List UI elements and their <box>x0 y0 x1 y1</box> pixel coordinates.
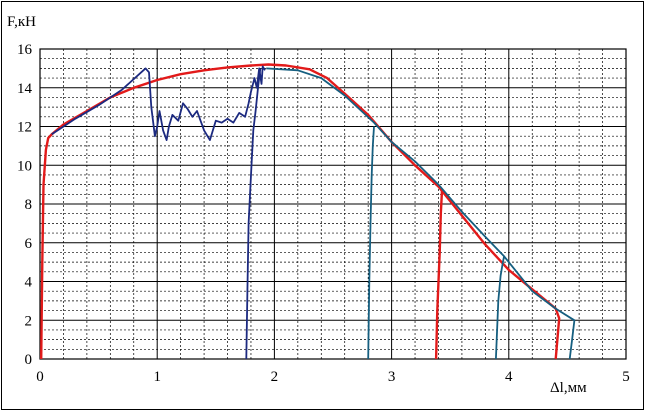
x-tick-labels: 0 1 2 3 4 5 <box>36 369 630 385</box>
series-line-red-1 <box>434 190 444 360</box>
x-tick-label: 5 <box>622 369 630 385</box>
x-tick-label: 3 <box>388 369 396 385</box>
y-tick-label: 8 <box>25 197 33 213</box>
series-group <box>40 63 576 360</box>
y-tick-labels: 0 2 4 6 8 10 12 14 16 <box>17 42 33 368</box>
x-axis-label-unit: ,мм <box>564 380 587 396</box>
y-tick-label: 2 <box>25 313 33 329</box>
x-axis-label: Δl,мм <box>550 380 587 396</box>
y-tick-label: 6 <box>25 236 33 252</box>
y-tick-label: 0 <box>25 352 33 368</box>
series-line-navy-3 <box>245 68 262 360</box>
x-tick-label: 0 <box>36 369 44 385</box>
series-line-navy-2 <box>51 65 266 142</box>
y-tick-label: 4 <box>25 275 33 291</box>
y-tick-label: 16 <box>17 42 33 58</box>
x-tick-label: 4 <box>505 369 513 385</box>
y-axis-label: F,кН <box>7 14 36 30</box>
plot-area-border <box>39 48 627 360</box>
series-line-teal-5 <box>367 126 375 360</box>
y-tick-label: 10 <box>17 158 32 174</box>
x-tick-label: 2 <box>271 369 279 385</box>
x-tick-label: 1 <box>153 369 161 385</box>
series-line-red-0 <box>40 63 561 360</box>
series-line-teal-6 <box>495 256 505 360</box>
series-line-teal-4 <box>266 67 576 360</box>
grid <box>39 48 627 360</box>
y-tick-label: 12 <box>17 120 32 136</box>
x-axis-label-symbol: Δl <box>550 380 564 396</box>
y-tick-label: 14 <box>17 81 33 97</box>
